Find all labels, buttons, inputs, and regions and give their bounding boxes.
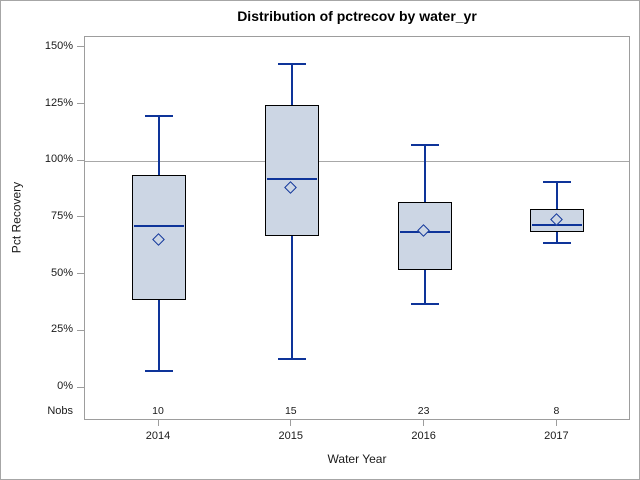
x-axis-tick bbox=[157, 420, 159, 426]
chart-title: Distribution of pctrecov by water_yr bbox=[237, 8, 477, 24]
whisker-cap-low bbox=[145, 369, 173, 372]
y-axis-tick bbox=[77, 159, 84, 161]
nobs-row-label: Nobs bbox=[47, 405, 73, 417]
x-axis-tick-label: 2017 bbox=[544, 430, 569, 442]
nobs-value: 23 bbox=[417, 405, 430, 417]
whisker-cap-high bbox=[277, 62, 306, 65]
y-axis-tick bbox=[77, 386, 84, 388]
box-iqr bbox=[264, 104, 319, 237]
plot-area bbox=[84, 36, 630, 420]
nobs-value: 8 bbox=[553, 405, 560, 417]
box-iqr bbox=[397, 202, 452, 271]
reference-line-100pct bbox=[85, 160, 629, 162]
x-axis-tick bbox=[555, 420, 557, 426]
y-axis-tick bbox=[77, 103, 84, 105]
nobs-value: 10 bbox=[152, 405, 164, 417]
y-axis-tick-label: 100% bbox=[44, 153, 73, 166]
median-line bbox=[134, 224, 184, 227]
whisker-cap-high bbox=[543, 180, 572, 183]
nobs-value: 15 bbox=[284, 405, 297, 417]
y-axis-tick-label: 75% bbox=[50, 209, 73, 222]
x-axis-tick-label: 2015 bbox=[278, 430, 304, 442]
x-axis-tick-label: 2014 bbox=[145, 430, 171, 442]
whisker-cap-low bbox=[543, 241, 572, 244]
whisker-cap-low bbox=[277, 357, 306, 360]
y-axis-tick bbox=[77, 216, 84, 218]
whisker-cap-high bbox=[410, 144, 439, 147]
median-line bbox=[266, 178, 317, 181]
y-axis-tick-label: 50% bbox=[50, 266, 73, 279]
y-axis-tick bbox=[77, 329, 84, 331]
x-axis-tick bbox=[290, 420, 292, 426]
y-axis-tick bbox=[77, 46, 84, 48]
y-axis-tick bbox=[77, 273, 84, 275]
x-axis-tick bbox=[423, 420, 425, 426]
y-axis-tick-label: 25% bbox=[50, 323, 73, 336]
x-axis-label: Water Year bbox=[327, 452, 387, 466]
whisker-cap-high bbox=[145, 114, 173, 117]
x-axis-tick-label: 2016 bbox=[411, 430, 436, 442]
y-axis-tick-label: 150% bbox=[44, 39, 73, 52]
y-axis-tick-label: 0% bbox=[57, 380, 73, 392]
y-axis-tick-label: 125% bbox=[44, 96, 73, 109]
whisker-cap-low bbox=[410, 303, 439, 306]
